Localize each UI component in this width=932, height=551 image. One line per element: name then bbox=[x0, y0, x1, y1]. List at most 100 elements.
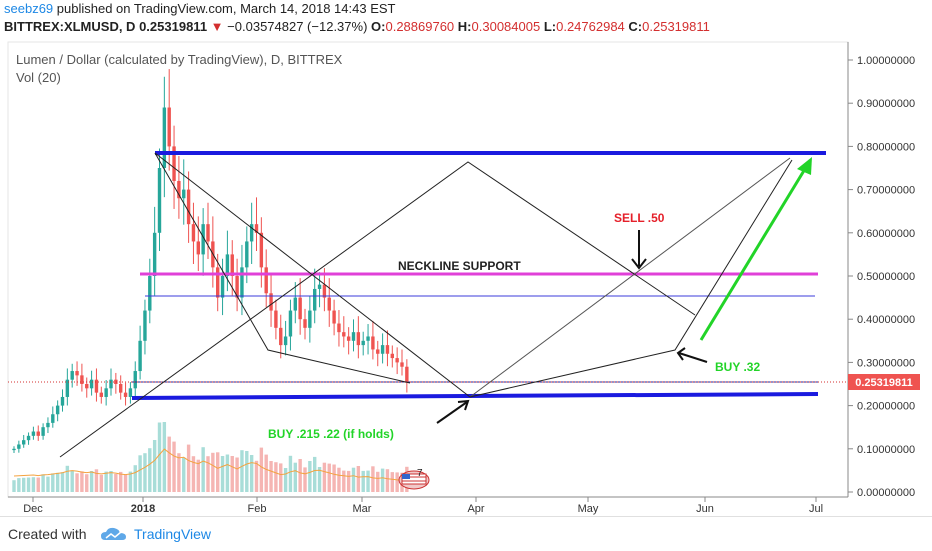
candle-body bbox=[351, 332, 356, 341]
y-tick-label: 0.00000000 bbox=[857, 487, 915, 499]
y-tick-label: 1.00000000 bbox=[857, 55, 915, 67]
volume-bar bbox=[356, 466, 361, 492]
candle-body bbox=[361, 340, 365, 346]
volume-bar bbox=[230, 456, 234, 492]
candle-body bbox=[216, 267, 220, 298]
candle-body bbox=[75, 371, 79, 376]
volume-bar bbox=[85, 474, 89, 492]
volume-bar bbox=[31, 477, 36, 492]
candle-body bbox=[283, 336, 288, 346]
candle-body bbox=[89, 379, 94, 389]
author-link[interactable]: seebz69 bbox=[4, 1, 54, 16]
candle-body bbox=[254, 224, 259, 233]
candle-body bbox=[99, 392, 103, 397]
y-tick-label: 0.90000000 bbox=[857, 98, 915, 110]
volume-bar bbox=[191, 456, 196, 492]
volume-bar bbox=[201, 447, 205, 492]
volume-bar bbox=[143, 453, 147, 492]
candle-body bbox=[26, 435, 31, 441]
volume-bar bbox=[390, 472, 394, 492]
candle-body bbox=[279, 327, 283, 346]
volume-bar bbox=[99, 474, 103, 492]
volume-bar bbox=[46, 476, 50, 492]
diamond-left-lines[interactable] bbox=[59, 161, 696, 458]
candle-body bbox=[220, 276, 225, 298]
candle-body bbox=[298, 297, 302, 320]
volume-bar bbox=[274, 462, 278, 492]
wedge-outline[interactable] bbox=[154, 152, 411, 384]
volume-bar bbox=[211, 452, 215, 492]
volume-bar bbox=[259, 447, 264, 492]
volume-bar bbox=[371, 466, 375, 492]
candle-body bbox=[41, 427, 45, 436]
projection-line[interactable] bbox=[469, 157, 791, 398]
sell-label: SELL .50 bbox=[614, 211, 665, 225]
close-value: 0.25319811 bbox=[642, 19, 710, 34]
ohlc-line: BITTREX:XLMUSD, D 0.25319811 ▼ −0.035748… bbox=[4, 19, 710, 34]
volume-bar bbox=[303, 467, 307, 492]
volume-bar bbox=[22, 477, 26, 492]
volume-bar bbox=[80, 471, 84, 492]
volume-bar bbox=[109, 471, 113, 492]
volume-bar bbox=[75, 473, 79, 492]
y-tick-label: 0.50000000 bbox=[857, 271, 915, 283]
volume-bar bbox=[342, 470, 346, 492]
x-tick-label: Mar bbox=[353, 503, 372, 515]
last-price: 0.25319811 bbox=[139, 19, 208, 34]
volume-bar bbox=[51, 473, 55, 492]
candle-body bbox=[327, 297, 331, 311]
candle-body bbox=[152, 232, 157, 276]
volume-bar bbox=[60, 472, 65, 492]
x-tick-label: Jun bbox=[696, 503, 714, 515]
projection-path[interactable] bbox=[469, 159, 793, 398]
volume-bar bbox=[41, 474, 45, 492]
buy2-arrow-head bbox=[676, 347, 686, 361]
last-price-badge bbox=[848, 374, 920, 390]
volume-bar bbox=[162, 422, 167, 492]
candle-body bbox=[22, 440, 26, 445]
candle-body bbox=[80, 375, 84, 384]
candle-body bbox=[60, 396, 65, 406]
volume-bar bbox=[366, 470, 370, 492]
volume-bar bbox=[322, 462, 327, 492]
price-chart[interactable]: Lumen / Dollar (calculated by TradingVie… bbox=[0, 40, 932, 515]
candle-body bbox=[230, 254, 234, 276]
created-with-label: Created with bbox=[8, 526, 87, 542]
volume-bar bbox=[70, 470, 74, 492]
volume-bar bbox=[138, 455, 142, 492]
candle-body bbox=[274, 310, 278, 328]
volume-bar bbox=[254, 460, 259, 492]
candle-body bbox=[138, 340, 142, 372]
volume-bar bbox=[346, 470, 351, 492]
chart-area[interactable]: Lumen / Dollar (calculated by TradingVie… bbox=[0, 40, 932, 515]
volume-bar bbox=[133, 465, 137, 492]
candle-body bbox=[119, 384, 123, 393]
candle-body bbox=[201, 224, 205, 255]
volume-bar bbox=[157, 422, 162, 492]
x-tick-label: May bbox=[578, 503, 599, 515]
buy1-label: BUY .215 .22 (if holds) bbox=[268, 427, 394, 441]
buy2-label: BUY .32 bbox=[715, 360, 760, 374]
candle-body bbox=[196, 241, 200, 255]
candle-body bbox=[322, 284, 327, 298]
tradingview-brand[interactable]: TradingView bbox=[134, 526, 212, 542]
volume-bar bbox=[240, 450, 244, 492]
tradingview-cloud-icon[interactable] bbox=[100, 526, 128, 542]
high-label: H: bbox=[457, 19, 472, 34]
candle-body bbox=[114, 379, 118, 384]
candle-body bbox=[12, 448, 16, 451]
last-price-badge-text: 0.25319811 bbox=[855, 377, 913, 389]
volume-bar bbox=[249, 455, 254, 492]
change-arrow-icon: ▼ bbox=[210, 19, 224, 34]
candle-body bbox=[390, 353, 394, 359]
volume-bar bbox=[376, 471, 380, 492]
candle-body bbox=[317, 284, 322, 289]
candle-body bbox=[31, 431, 36, 436]
volume-bar bbox=[395, 472, 399, 492]
y-tick-label: 0.70000000 bbox=[857, 185, 915, 197]
candle-body bbox=[206, 224, 210, 242]
footer-bar: Created with TradingView bbox=[0, 516, 932, 551]
events-flag-icon[interactable] bbox=[398, 470, 430, 490]
candle-body bbox=[356, 332, 361, 346]
volume-bar bbox=[55, 472, 60, 492]
